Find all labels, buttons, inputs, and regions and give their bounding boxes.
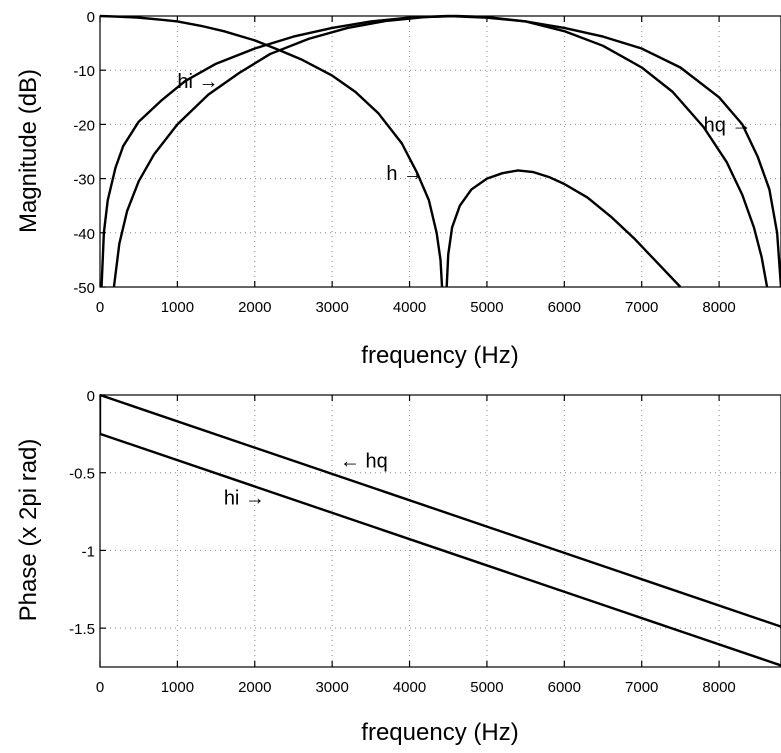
phase-x-tick-label: 3000 bbox=[315, 679, 348, 696]
magnitude-x-tick-label: 6000 bbox=[548, 299, 581, 316]
magnitude-x-tick-label: 8000 bbox=[702, 299, 735, 316]
magnitude-grid bbox=[100, 16, 781, 287]
phase-y-tick-label: 0 bbox=[87, 388, 95, 405]
magnitude-y-axis-label: Magnitude (dB) bbox=[15, 69, 42, 233]
phase-plot: 0 1000 2000 3000 4000 5000 6000 7000 8000 0 -0.5 -1… bbox=[15, 388, 781, 746]
phase-x-axis-label: frequency (Hz) bbox=[361, 719, 518, 746]
magnitude-axes-frame bbox=[99, 15, 781, 288]
magnitude-x-tick-label: 0 bbox=[96, 299, 104, 316]
phase-x-tick-label: 8000 bbox=[702, 679, 735, 696]
magnitude-series-hq-line bbox=[112, 14, 769, 288]
phase-x-tick-label: 0 bbox=[96, 679, 104, 696]
phase-annotations: ← hq hi → bbox=[224, 450, 388, 509]
magnitude-x-tick-label: 2000 bbox=[238, 299, 271, 316]
magnitude-y-tick-label: 0 bbox=[87, 9, 95, 26]
phase-series-hi-line bbox=[100, 395, 781, 667]
phase-y-tick-label: -0.5 bbox=[69, 466, 95, 483]
magnitude-x-tick-label: 5000 bbox=[470, 299, 503, 316]
magnitude-y-tick-label: -10 bbox=[73, 63, 95, 80]
phase-annotation: hi → bbox=[224, 488, 265, 510]
magnitude-x-tick-label: 4000 bbox=[393, 299, 426, 316]
magnitude-y-tick-label: -40 bbox=[73, 226, 95, 243]
magnitude-annotations: hi → h → hq → bbox=[177, 71, 751, 185]
magnitude-annotation: hq → bbox=[704, 114, 752, 136]
phase-ticks: 0 1000 2000 3000 4000 5000 6000 7000 8000 0 -0.5 -1… bbox=[69, 388, 736, 696]
magnitude-x-tick-label: 7000 bbox=[625, 299, 658, 316]
phase-x-tick-label: 6000 bbox=[548, 679, 581, 696]
magnitude-series-h-line bbox=[445, 169, 682, 288]
phase-series-hq-line bbox=[100, 393, 781, 628]
phase-y-axis-label: Phase (x 2pi rad) bbox=[15, 439, 42, 622]
magnitude-annotation: h → bbox=[386, 163, 423, 185]
magnitude-plot: 0 1000 2000 3000 4000 5000 6000 7000 8000 0 -10 -20… bbox=[15, 9, 781, 369]
magnitude-x-tick-label: 1000 bbox=[161, 299, 194, 316]
phase-x-tick-label: 7000 bbox=[625, 679, 658, 696]
magnitude-curves bbox=[100, 14, 781, 288]
phase-x-tick-label: 1000 bbox=[161, 679, 194, 696]
phase-y-tick-label: -1.5 bbox=[69, 621, 95, 638]
magnitude-series-hi-line bbox=[100, 14, 781, 288]
magnitude-y-tick-label: -30 bbox=[73, 172, 95, 189]
phase-y-tick-label: -1 bbox=[82, 543, 95, 560]
phase-annotation: ← hq bbox=[340, 450, 388, 472]
magnitude-series-h-line bbox=[100, 14, 444, 288]
phase-grid bbox=[100, 395, 781, 667]
magnitude-x-tick-label: 3000 bbox=[315, 299, 348, 316]
phase-x-tick-label: 5000 bbox=[470, 679, 503, 696]
phase-curves bbox=[100, 393, 781, 667]
phase-x-tick-label: 4000 bbox=[393, 679, 426, 696]
magnitude-y-tick-label: -20 bbox=[73, 117, 95, 134]
magnitude-ticks: 0 1000 2000 3000 4000 5000 6000 7000 8000 0 -10 -20… bbox=[73, 9, 735, 316]
magnitude-y-tick-label: -50 bbox=[73, 280, 95, 297]
phase-axes-frame bbox=[99, 394, 781, 668]
magnitude-annotation: hi → bbox=[177, 71, 218, 93]
magnitude-x-axis-label: frequency (Hz) bbox=[361, 342, 518, 369]
phase-x-tick-label: 2000 bbox=[238, 679, 271, 696]
